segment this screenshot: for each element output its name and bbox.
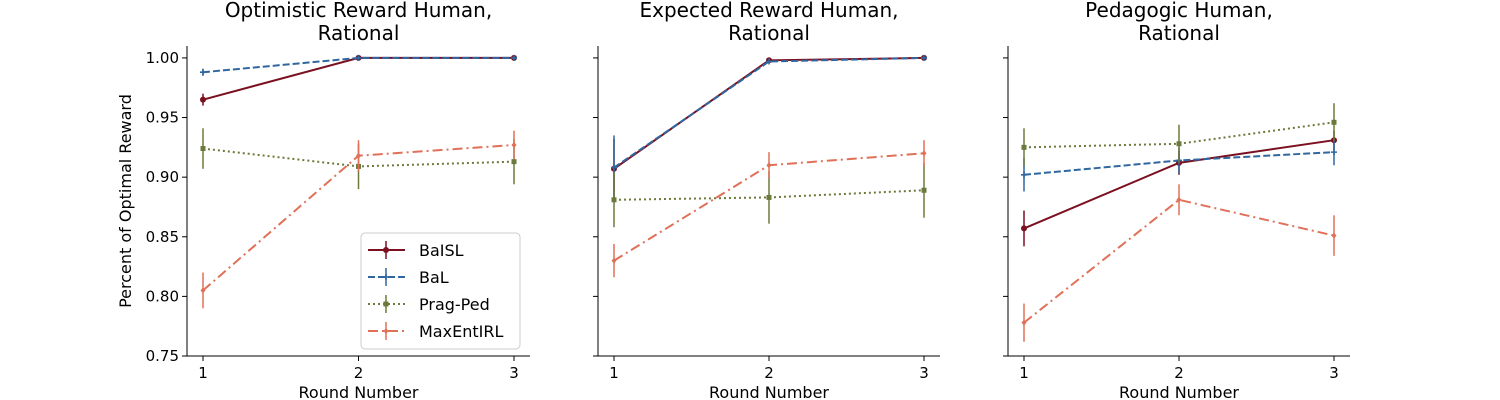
x-axis-label: Round Number [299, 383, 419, 400]
chart-panel-3: 1 2 3 Round Number Pedagogic Human, Rational [1003, 0, 1350, 400]
chart-title: Optimistic Reward Human, Rational [225, 0, 492, 45]
y-tick-label: 0.75 [146, 347, 179, 365]
legend-marker [383, 301, 389, 307]
y-tick-label: 0.90 [146, 168, 179, 186]
chart-panel-1: 0.75 0.80 0.85 0.90 0.95 1.00 1 2 3 Round Number O… [146, 0, 530, 400]
y-tick-label: 0.85 [146, 228, 179, 246]
x-tick-label: 2 [1174, 364, 1184, 382]
legend-marker [383, 328, 389, 334]
chart-title: Expected Reward Human, Rational [640, 0, 899, 45]
data-point [766, 162, 772, 169]
data-point [921, 187, 927, 193]
data-point [511, 54, 517, 61]
x-tick-label: 2 [354, 364, 364, 382]
data-point [200, 69, 206, 76]
data-point [355, 54, 362, 61]
data-point [1331, 149, 1337, 156]
data-point [200, 287, 206, 294]
x-tick-label: 1 [1019, 364, 1029, 382]
x-tick-label: 1 [198, 364, 208, 382]
x-tick-label: 3 [1329, 364, 1339, 382]
x-axis-label: Round Number [1119, 383, 1239, 400]
data-point [200, 96, 206, 103]
data-point [611, 164, 617, 171]
data-point [356, 152, 361, 159]
data-point [511, 159, 517, 165]
chart-title: Pedagogic Human, Rational [1085, 0, 1273, 45]
legend: BaISL BaL Prag-Ped MaxEntIRL [360, 232, 521, 350]
data-point [611, 257, 617, 264]
chart-title-line: Optimistic Reward Human, [225, 0, 492, 22]
y-tick-label: 0.95 [146, 109, 179, 127]
legend-marker [383, 247, 389, 253]
series-bal [200, 54, 517, 76]
data-point [1331, 232, 1337, 239]
chart-title-line: Rational [1138, 21, 1220, 45]
data-point [200, 146, 206, 152]
chart-panel-2: 1 2 3 Round Number Expected Reward Human, Rat… [593, 0, 940, 400]
x-tick-label: 3 [919, 364, 929, 382]
chart-title-line: Pedagogic Human, [1085, 0, 1273, 22]
legend-box [360, 232, 521, 350]
series-maxentirl [611, 140, 927, 278]
series-baisl [200, 54, 517, 106]
series-prag-ped [611, 162, 927, 228]
y-tick-label: 0.80 [146, 287, 179, 305]
y-axis-label: Percent of Optimal Reward [116, 94, 135, 308]
chart-title-line: Rational [318, 21, 400, 45]
legend-label: BaL [419, 268, 449, 287]
series-line [613, 56, 925, 169]
data-point [511, 141, 517, 148]
legend-label: Prag-Ped [419, 295, 490, 314]
series-prag-ped [1021, 103, 1337, 167]
chart-title-line: Rational [728, 21, 810, 45]
x-tick-label: 2 [764, 364, 774, 382]
data-point [766, 58, 772, 65]
data-point [1176, 196, 1182, 203]
data-point [1176, 141, 1182, 147]
data-point [611, 197, 617, 203]
series-line [202, 56, 514, 101]
chart-title-line: Expected Reward Human, [640, 0, 899, 22]
legend-marker [383, 274, 389, 280]
data-point [1021, 144, 1027, 150]
x-tick-label: 3 [509, 364, 519, 382]
series-maxentirl [1021, 184, 1337, 342]
data-point [1021, 171, 1027, 178]
legend-label: MaxEntIRL [419, 322, 503, 341]
legend-label: BaISL [419, 241, 464, 260]
y-tick-label: 1.00 [146, 49, 179, 67]
data-point [1021, 319, 1027, 326]
x-tick-label: 1 [609, 364, 619, 382]
data-point [766, 194, 772, 200]
series-line [1023, 198, 1335, 324]
data-point [921, 150, 927, 157]
series-maxentirl [200, 130, 517, 309]
data-point [921, 54, 927, 61]
data-point [1331, 119, 1337, 125]
data-point [1021, 225, 1027, 232]
x-axis-label: Round Number [709, 383, 829, 400]
